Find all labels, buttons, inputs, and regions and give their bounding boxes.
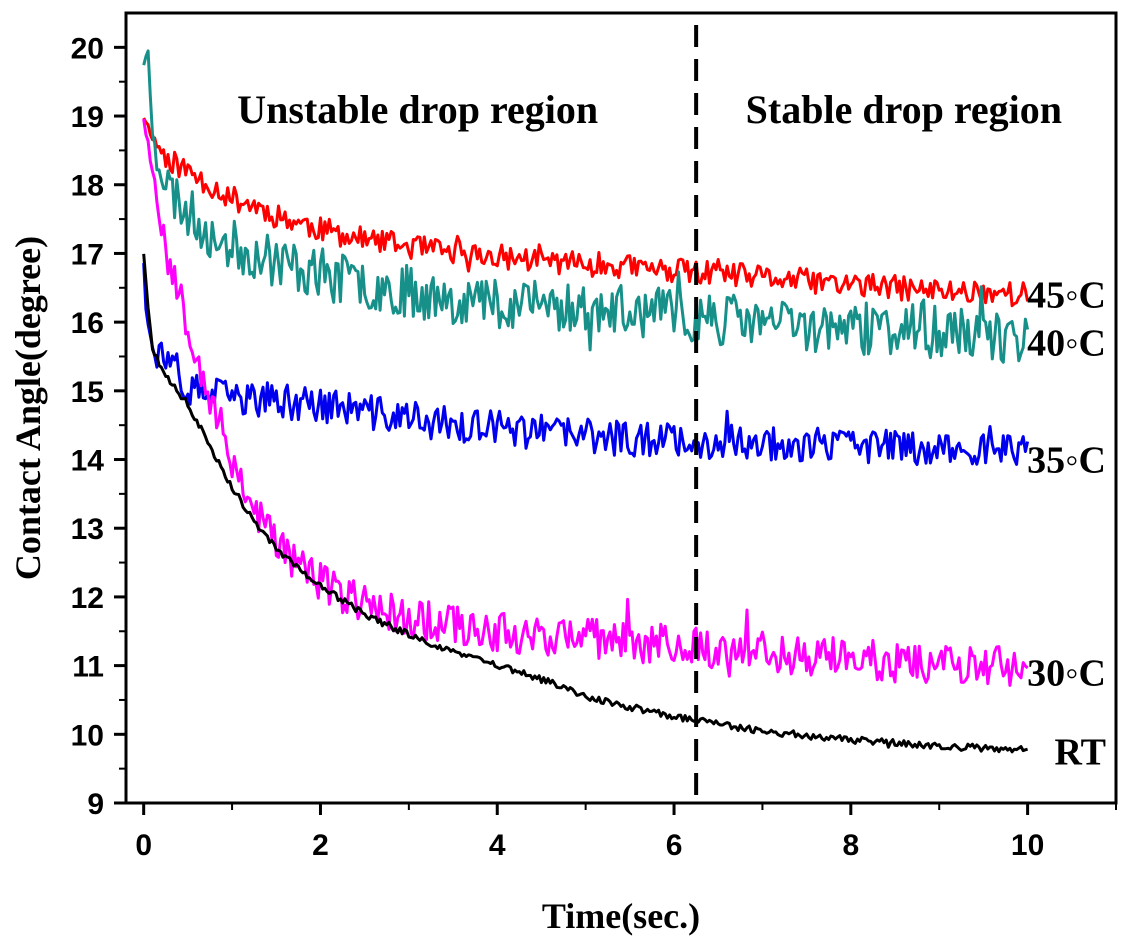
- region-annotation-1: Stable drop region: [746, 87, 1062, 132]
- plot-frame: [124, 11, 1118, 805]
- y-tick-label: 11: [72, 651, 104, 684]
- y-axis-title: Contact Angle(degree): [8, 236, 48, 580]
- y-tick-label: 20: [71, 32, 104, 65]
- x-tick-label: 6: [666, 829, 683, 862]
- series-label-3: 30◦C: [1027, 652, 1106, 694]
- y-tick-label: 19: [71, 101, 104, 134]
- y-tick-label: 18: [71, 170, 104, 203]
- series-line-3: [142, 118, 1029, 687]
- axes-layer: 0 2 4 6 8 10 9 10 11 12 13 14 15 16 17 18 19 20 Time(sec.)…: [8, 32, 1117, 936]
- y-tick-label: 14: [71, 445, 105, 478]
- series-line-1: [142, 49, 1030, 364]
- x-tick-label: 0: [135, 829, 152, 862]
- y-tick-label: 9: [87, 788, 104, 821]
- y-tick-label: 16: [71, 307, 104, 340]
- series-label-1: 40◦C: [1027, 323, 1106, 365]
- series-layer: [142, 49, 1030, 754]
- x-axis-title: Time(sec.): [542, 896, 700, 936]
- series-line-4: [142, 253, 1028, 754]
- y-tick-label: 12: [71, 582, 104, 615]
- x-tick-label: 4: [489, 829, 506, 862]
- y-tick-label: 15: [71, 376, 104, 409]
- x-tick-label: 10: [1011, 829, 1044, 862]
- y-tick-label: 13: [71, 513, 104, 546]
- series-label-0: 45◦C: [1027, 275, 1106, 317]
- labels-layer: Unstable drop region Stable drop region 45…: [237, 87, 1106, 774]
- y-tick-label: 10: [71, 719, 104, 752]
- x-tick-label: 2: [312, 829, 329, 862]
- series-line-2: [142, 262, 1030, 466]
- series-line-0: [142, 117, 1030, 308]
- x-tick-label: 8: [842, 829, 859, 862]
- y-tick-label: 17: [71, 238, 104, 271]
- region-annotation-0: Unstable drop region: [237, 87, 598, 132]
- series-label-4: RT: [1055, 731, 1106, 773]
- series-label-2: 35◦C: [1027, 440, 1106, 482]
